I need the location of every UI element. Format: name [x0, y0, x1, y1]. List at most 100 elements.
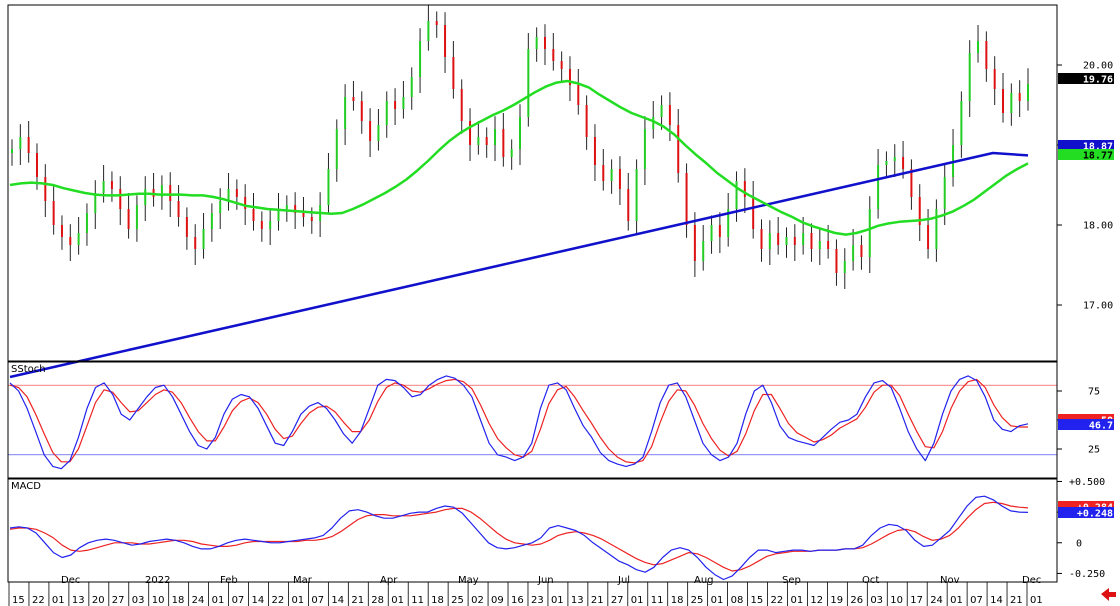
long-ma-value-badge: [1058, 140, 1114, 151]
x-axis-day-label: 01: [551, 595, 564, 606]
x-axis-day-label: 25: [691, 595, 704, 606]
x-axis-day-label: 01: [291, 595, 304, 606]
x-axis-month-label: Mar: [293, 575, 313, 586]
x-axis-day-label: 18: [172, 595, 185, 606]
stoch-panel-label: SStoch: [11, 364, 46, 375]
stoch-k-value-badge-label: 46.7: [1089, 421, 1113, 432]
macd-axis-tick-label: 0: [1076, 538, 1082, 549]
x-axis-day-label: 15: [751, 595, 764, 606]
stoch-panel: SStoch2550755046.7: [8, 364, 1114, 470]
macd-value-badge: [1058, 507, 1114, 518]
x-axis-day-label: 10: [890, 595, 903, 606]
x-axis-day-label: 03: [132, 595, 145, 606]
x-axis-month-label: Dec: [61, 575, 80, 586]
x-axis-month-label: Dec: [1022, 575, 1041, 586]
short-ma-value-badge: [1058, 149, 1114, 160]
last-price-badge: [1058, 73, 1114, 84]
x-axis-day-label: 16: [511, 595, 524, 606]
x-axis-day-label: 21: [351, 595, 364, 606]
x-axis-day-label: 07: [232, 595, 245, 606]
x-axis-day-label: 21: [591, 595, 604, 606]
x-axis-day-label: 02: [471, 595, 484, 606]
x-axis-day-label: 28: [371, 595, 384, 606]
x-axis-day-label: 11: [651, 595, 664, 606]
scroll-left-button[interactable]: [1101, 588, 1116, 601]
x-axis-day-label: 13: [571, 595, 584, 606]
x-axis-day-label: 14: [252, 595, 265, 606]
macd-value-badge-label: +0.248: [1077, 509, 1113, 520]
x-axis-day-label: 13: [72, 595, 85, 606]
x-axis-day-label: 25: [451, 595, 464, 606]
x-axis-day-label: 09: [491, 595, 504, 606]
x-axis-day-label: 01: [631, 595, 644, 606]
long-moving-average-line: [9, 151, 1029, 379]
x-axis-day-label: 20: [92, 595, 105, 606]
macd-panel-label: MACD: [11, 481, 41, 492]
macd-axis-tick-label: +0.500: [1069, 477, 1105, 488]
x-axis-day-label: 24: [192, 595, 205, 606]
x-axis-month-label: Sep: [782, 575, 801, 586]
x-axis-day-label: 19: [830, 595, 843, 606]
x-axis-month-label: 2022: [145, 575, 170, 586]
x-axis-day-label: 10: [152, 595, 165, 606]
x-axis-day-label: 22: [32, 595, 45, 606]
last-price-badge-label: 19.76: [1083, 75, 1113, 86]
x-axis-month-label: May: [458, 575, 479, 586]
x-axis-day-label: 07: [970, 595, 983, 606]
macd-panel: MACD+0.500+0.2500-0.250+0.284+0.248: [9, 477, 1114, 581]
x-axis-day-label: 23: [531, 595, 544, 606]
x-axis-month-label: Nov: [940, 575, 960, 586]
x-axis-day-label: 01: [950, 595, 963, 606]
x-axis-day-label: 27: [112, 595, 125, 606]
short-moving-average-line: [9, 79, 1029, 236]
x-axis-day-label: 01: [391, 595, 404, 606]
x-axis-month-label: Oct: [862, 575, 879, 586]
x-axis-day-label: 14: [990, 595, 1003, 606]
x-axis-day-label: 14: [331, 595, 344, 606]
price-axis-tick-label: 17.00: [1083, 301, 1113, 312]
x-axis-month-label: Apr: [380, 575, 398, 586]
x-axis-day-label: 03: [870, 595, 883, 606]
x-axis-day-label: 22: [771, 595, 784, 606]
stoch-panel-frame: [7, 361, 1058, 479]
x-axis-day-label: 27: [611, 595, 624, 606]
x-axis-day-label: 15: [12, 595, 25, 606]
macd-line: [9, 495, 1029, 581]
short-ma-value-badge-label: 18.77: [1083, 151, 1113, 162]
price-panel-frame: [7, 4, 1058, 362]
macd-signal-line: [9, 501, 1029, 572]
stoch-signal-line: [9, 378, 1028, 464]
x-axis-day-label: 24: [930, 595, 943, 606]
x-axis-day-label: 01: [711, 595, 724, 606]
left-arrow-icon[interactable]: [1101, 588, 1116, 601]
price-axis-tick-label: 20.00: [1083, 61, 1113, 72]
x-axis: 15 22 01 13 20 27 03 10 18 24 01 07 14 22 01 07 14 21 28 01…: [8, 575, 1043, 606]
x-axis-month-label: Feb: [220, 575, 238, 586]
x-axis-day-label: 01: [1030, 595, 1043, 606]
x-axis-day-label: 22: [271, 595, 284, 606]
x-axis-day-label: 08: [731, 595, 744, 606]
x-axis-day-label: 17: [910, 595, 923, 606]
x-axis-month-label: Jul: [617, 575, 630, 586]
x-axis-day-label: 11: [411, 595, 424, 606]
stoch-k-value-badge: [1058, 419, 1114, 430]
macd-signal-value-badge: [1058, 501, 1114, 512]
price-axis-tick-label: 18.00: [1083, 221, 1113, 232]
stoch-k-line: [9, 375, 1029, 470]
x-axis-day-label: 01: [212, 595, 225, 606]
x-axis-day-label: 07: [311, 595, 324, 606]
x-axis-day-label: 01: [52, 595, 65, 606]
x-axis-day-label: 18: [431, 595, 444, 606]
x-axis-day-label: 12: [810, 595, 823, 606]
x-axis-month-label: Aug: [694, 575, 714, 586]
x-axis-day-label: 18: [671, 595, 684, 606]
x-axis-month-label: Jun: [537, 575, 554, 586]
x-axis-day-label: 21: [1010, 595, 1023, 606]
stoch-axis-tick-label: 25: [1088, 445, 1100, 456]
stoch-axis-tick-label: 75: [1088, 387, 1100, 398]
panel-frames: [7, 4, 1058, 583]
x-axis-day-label: 01: [790, 595, 803, 606]
long-ma-value-badge-label: 18.87: [1083, 142, 1113, 153]
